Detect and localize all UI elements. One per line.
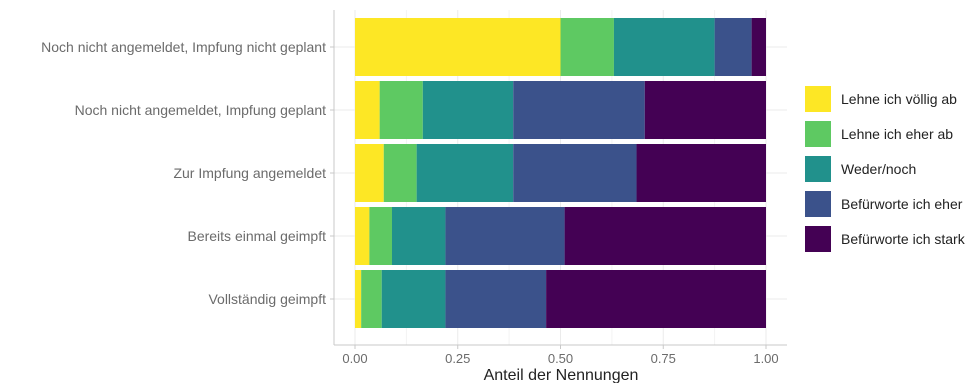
legend-label: Weder/noch	[841, 161, 916, 177]
bar-segment	[636, 144, 766, 202]
bar-segment	[560, 18, 614, 76]
legend-swatch	[805, 156, 831, 182]
bar-segment	[355, 144, 384, 202]
bar-segment	[751, 18, 766, 76]
bar-segment	[379, 81, 423, 139]
bar-segment	[445, 207, 565, 265]
category-label: Noch nicht angemeldet, Impfung geplant	[75, 102, 326, 118]
category-label: Vollständig geimpft	[208, 291, 326, 307]
bar-segment	[416, 144, 514, 202]
bar-segment	[714, 18, 752, 76]
legend-label: Lehne ich eher ab	[841, 126, 953, 142]
bar-segment	[546, 270, 766, 328]
x-tick-label: 1.00	[753, 351, 778, 366]
bar-segment	[381, 270, 446, 328]
bar-segment	[391, 207, 446, 265]
bar-segment	[355, 270, 362, 328]
legend-swatch	[805, 86, 831, 112]
bar-segment	[355, 81, 380, 139]
x-axis-title: Anteil der Nennungen	[484, 367, 639, 383]
bar-segment	[422, 81, 514, 139]
legend-label: Befürworte ich eher	[841, 196, 963, 212]
legend-swatch	[805, 191, 831, 217]
legend-swatch	[805, 121, 831, 147]
bar-segment	[513, 81, 645, 139]
bar-segment	[513, 144, 637, 202]
bar-segment	[361, 270, 382, 328]
bar-segment	[644, 81, 766, 139]
bar-segment	[564, 207, 766, 265]
bar-segment	[613, 18, 715, 76]
legend: Lehne ich völlig ab Lehne ich eher ab Wede…	[805, 86, 966, 252]
bar-segment	[445, 270, 547, 328]
legend-label: Lehne ich völlig ab	[841, 91, 957, 107]
legend-label: Befürworte ich stark	[841, 231, 966, 247]
bars	[355, 18, 766, 328]
x-tick-label: 0.00	[342, 351, 367, 366]
bar-segment	[369, 207, 392, 265]
axes: Noch nicht angemeldet, Impfung nicht gep…	[41, 10, 787, 366]
bar-segment	[383, 144, 417, 202]
x-tick-label: 0.25	[445, 351, 470, 366]
category-label: Bereits einmal geimpft	[187, 228, 326, 244]
x-tick-label: 0.75	[651, 351, 676, 366]
category-label: Zur Impfung angemeldet	[173, 165, 326, 181]
bar-segment	[355, 18, 561, 76]
x-tick-label: 0.50	[548, 351, 573, 366]
legend-swatch	[805, 226, 831, 252]
bar-segment	[355, 207, 370, 265]
category-label: Noch nicht angemeldet, Impfung nicht gep…	[41, 39, 326, 55]
